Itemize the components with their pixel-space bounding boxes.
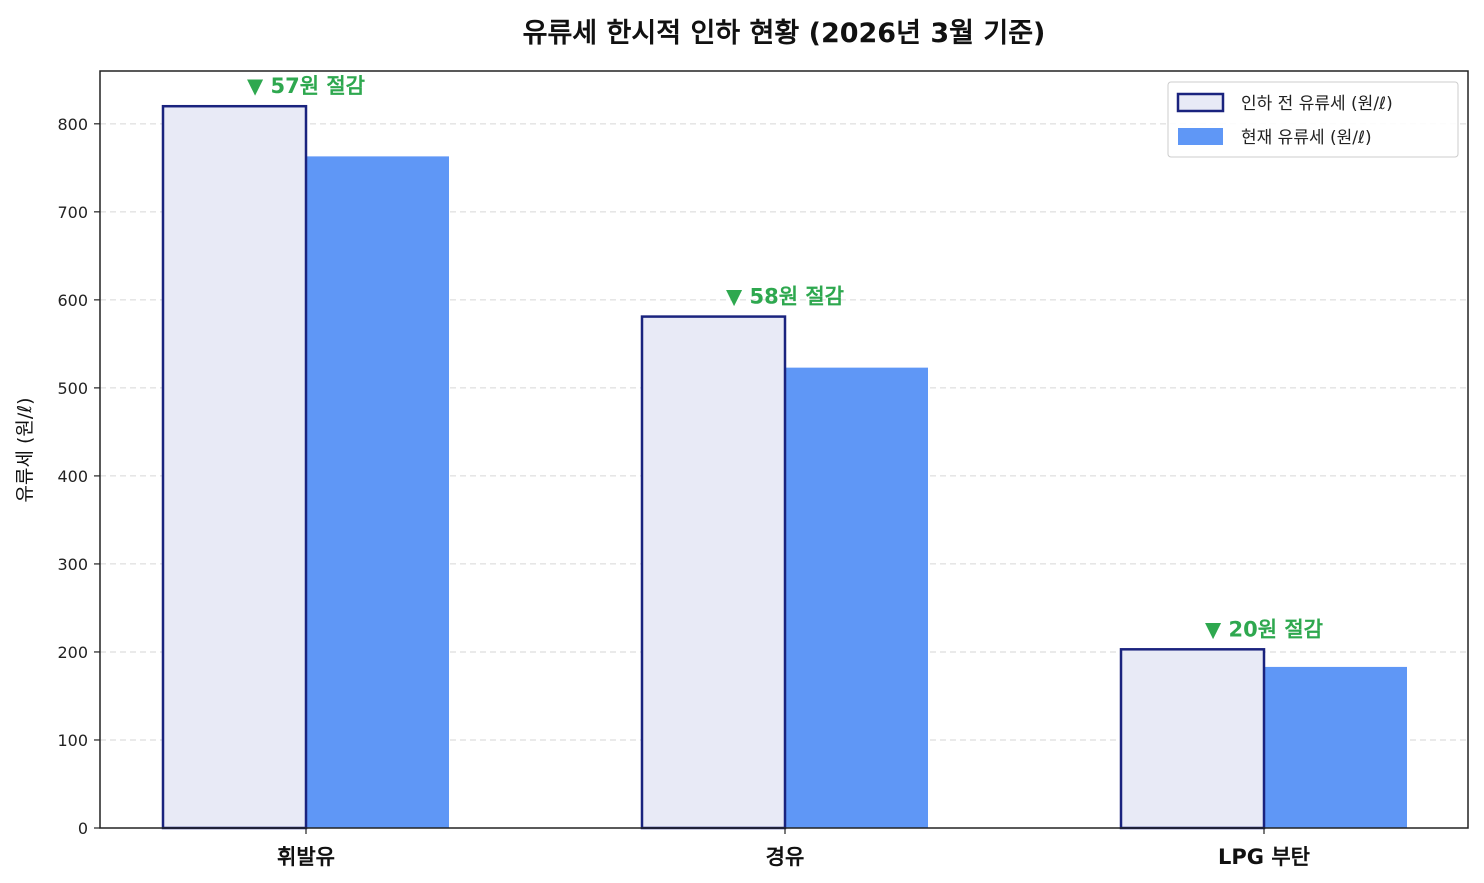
x-tick-label: LPG 부탄 xyxy=(1218,845,1310,869)
bar-current xyxy=(1264,666,1407,828)
bar-before xyxy=(640,315,787,830)
legend-box xyxy=(1167,81,1459,158)
y-tick-label: 700 xyxy=(57,203,88,222)
bar-current xyxy=(306,156,449,828)
y-tick-label: 200 xyxy=(57,643,88,662)
bar-current xyxy=(785,367,928,828)
y-tick-label: 300 xyxy=(57,555,88,574)
bars xyxy=(161,104,1407,830)
legend-swatch-current xyxy=(1178,128,1223,145)
bar-before xyxy=(161,104,308,830)
y-tick-label: 400 xyxy=(57,467,88,486)
y-tick-label: 0 xyxy=(78,819,88,838)
plot-frame xyxy=(99,70,1469,829)
savings-annotation: ▼ 57원 절감 xyxy=(247,74,365,98)
legend-label-before: 인하 전 유류세 (원/ℓ) xyxy=(1241,94,1393,114)
bar-before xyxy=(1119,648,1266,830)
y-tick-label: 500 xyxy=(57,379,88,398)
legend: 인하 전 유류세 (원/ℓ) 현재 유류세 (원/ℓ) xyxy=(1167,81,1459,158)
y-tick-label: 100 xyxy=(57,731,88,750)
legend-label-current: 현재 유류세 (원/ℓ) xyxy=(1241,128,1372,148)
legend-swatch-before xyxy=(1176,92,1225,113)
axes: 0 100 200 300 400 500 600 700 800 휘발유 경유 LPG 부탄 xyxy=(57,70,1469,869)
y-tick-label: 600 xyxy=(57,291,88,310)
chart-title: 유류세 한시적 인하 현황 (2026년 3월 기준) xyxy=(523,18,1046,49)
x-tick-label: 휘발유 xyxy=(277,845,335,869)
x-tick-label: 경유 xyxy=(766,845,805,869)
y-tick-label: 800 xyxy=(57,115,88,134)
y-axis-label: 유류세 (원/ℓ) xyxy=(14,397,36,502)
savings-annotation: ▼ 20원 절감 xyxy=(1205,617,1323,641)
savings-annotation: ▼ 58원 절감 xyxy=(726,285,844,309)
annotations: ▼ 57원 절감 ▼ 58원 절감 ▼ 20원 절감 xyxy=(247,74,1323,641)
